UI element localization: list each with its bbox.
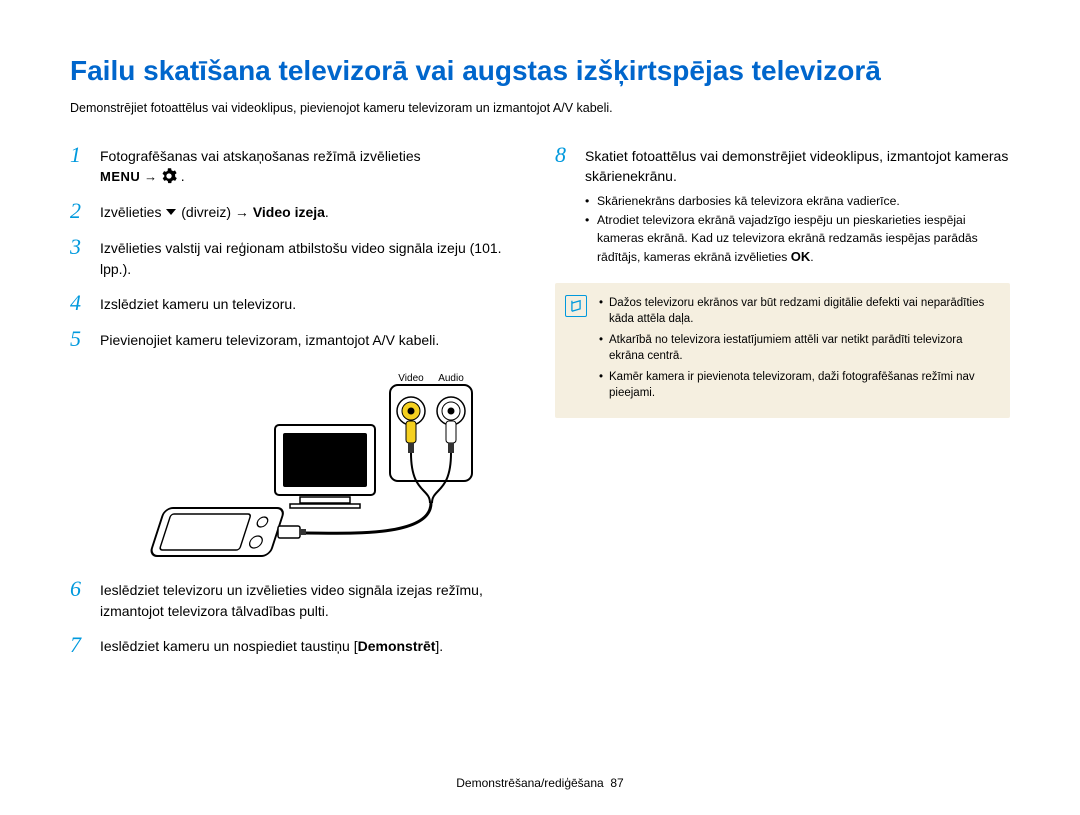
av-panel: Video Audio — [390, 373, 472, 481]
bullet-item: Skārienekrāns darbosies kā televizora ek… — [585, 193, 1010, 211]
note-item: Atkarībā no televizora iestatījumiem att… — [599, 332, 996, 364]
step-text: Ieslēdziet kameru un nospiediet taustiņu… — [100, 633, 443, 656]
menu-label: MENU — [100, 169, 140, 184]
step8-bullets: Skārienekrāns darbosies kā televizora ek… — [585, 193, 1010, 267]
audio-label: Audio — [438, 373, 464, 384]
step-1: 1 Fotografēšanas vai atskaņošanas režīmā… — [70, 143, 525, 187]
left-column: 1 Fotografēšanas vai atskaņošanas režīmā… — [70, 143, 525, 669]
note-bullets: Dažos televizoru ekrānos var būt redzami… — [599, 295, 996, 402]
note-box: Dažos televizoru ekrānos var būt redzami… — [555, 283, 1010, 419]
step-2: 2 Izvēlieties (divreiz) → Video izeja. — [70, 199, 525, 223]
page-subtitle: Demonstrējiet fotoattēlus vai videoklipu… — [70, 101, 1010, 115]
step-8: 8 Skatiet fotoattēlus vai demonstrējiet … — [555, 143, 1010, 269]
step-text: Ieslēdziet televizoru un izvēlieties vid… — [100, 577, 525, 621]
step-number: 8 — [555, 143, 575, 167]
ok-icon: OK — [791, 249, 811, 264]
content-columns: 1 Fotografēšanas vai atskaņošanas režīmā… — [70, 143, 1010, 669]
step-number: 1 — [70, 143, 90, 167]
step-text: Pievienojiet kameru televizoram, izmanto… — [100, 327, 439, 350]
page-title: Failu skatīšana televizorā vai augstas i… — [70, 55, 1010, 87]
note-item: Dažos televizoru ekrānos var būt redzami… — [599, 295, 996, 327]
step-3: 3 Izvēlieties valstij vai reģionam atbil… — [70, 235, 525, 279]
step-text: Izslēdziet kameru un televizoru. — [100, 291, 296, 314]
step-5: 5 Pievienojiet kameru televizoram, izman… — [70, 327, 525, 351]
step-text: Izvēlieties (divreiz) → Video izeja. — [100, 199, 329, 222]
step-text: Izvēlieties valstij vai reģionam atbilst… — [100, 235, 525, 279]
note-icon — [565, 295, 587, 317]
step-number: 6 — [70, 577, 90, 601]
step-6: 6 Ieslēdziet televizoru un izvēlieties v… — [70, 577, 525, 621]
gear-icon — [161, 168, 177, 184]
step-text: Fotografēšanas vai atskaņošanas režīmā i… — [100, 143, 421, 187]
step-7: 7 Ieslēdziet kameru un nospiediet tausti… — [70, 633, 525, 657]
step-number: 3 — [70, 235, 90, 259]
camera-icon — [149, 508, 306, 556]
step-number: 2 — [70, 199, 90, 223]
av-cable-diagram: Video Audio — [100, 363, 480, 563]
note-item: Kamēr kamera ir pievienota televizoram, … — [599, 369, 996, 401]
chevron-down-icon — [165, 202, 177, 222]
step-number: 7 — [70, 633, 90, 657]
right-column: 8 Skatiet fotoattēlus vai demonstrējiet … — [555, 143, 1010, 669]
step-number: 5 — [70, 327, 90, 351]
page-footer: Demonstrēšana/rediģēšana 87 — [0, 776, 1080, 790]
bullet-item: Atrodiet televizora ekrānā vajadzīgo ies… — [585, 212, 1010, 266]
step-4: 4 Izslēdziet kameru un televizoru. — [70, 291, 525, 315]
step-number: 4 — [70, 291, 90, 315]
video-label: Video — [398, 373, 424, 384]
tv-icon — [275, 425, 375, 508]
step-text: Skatiet fotoattēlus vai demonstrējiet vi… — [585, 143, 1010, 269]
